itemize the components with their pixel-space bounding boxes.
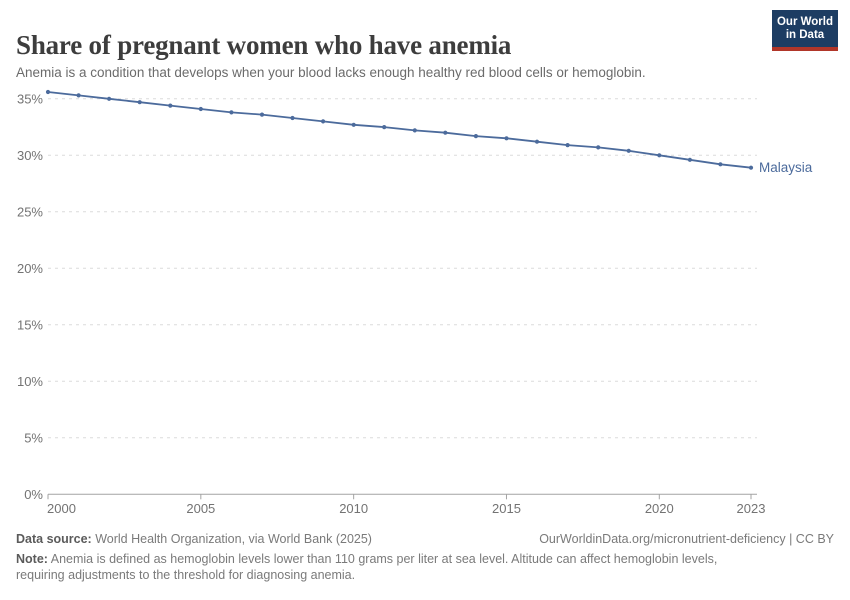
owid-logo-line2: in Data — [785, 28, 825, 41]
data-point[interactable] — [198, 106, 203, 112]
x-tick-label: 2020 — [645, 501, 674, 516]
owid-logo: Our World in Data — [772, 10, 838, 51]
data-point[interactable] — [382, 125, 387, 130]
series-label[interactable]: Malaysia — [759, 160, 813, 175]
data-point[interactable] — [748, 165, 754, 170]
chart-canvas[interactable]: 0% 5% 10% 15% 20% 25% 30% 35% 2000 2005 2010 2015 20… — [0, 78, 850, 526]
y-tick-label: 10% — [17, 374, 43, 389]
data-point[interactable] — [534, 139, 540, 144]
data-point[interactable] — [168, 103, 173, 108]
y-tick-label: 25% — [17, 204, 43, 219]
x-tick-label: 2010 — [339, 501, 368, 516]
data-point[interactable] — [229, 110, 234, 115]
data-point[interactable] — [259, 112, 265, 117]
chart-footer: Data source: World Health Organization, … — [16, 532, 834, 583]
y-tick-label: 5% — [24, 430, 43, 445]
data-point[interactable] — [473, 134, 478, 139]
data-point[interactable] — [45, 89, 51, 95]
data-point[interactable] — [626, 148, 631, 153]
data-point[interactable] — [504, 136, 509, 141]
y-tick-label: 15% — [17, 317, 43, 332]
data-point[interactable] — [718, 162, 723, 167]
data-point[interactable] — [412, 128, 417, 133]
data-source-label: Data source: — [16, 532, 92, 546]
x-tick-label: 2015 — [492, 501, 521, 516]
note-label: Note: — [16, 552, 48, 566]
data-point[interactable] — [137, 100, 142, 105]
y-tick-label: 20% — [17, 261, 43, 276]
chart-note: Note: Anemia is defined as hemoglobin le… — [16, 551, 746, 583]
data-point[interactable] — [76, 93, 81, 98]
data-point[interactable] — [565, 143, 570, 148]
data-source-text: World Health Organization, via World Ban… — [91, 532, 372, 546]
y-tick-label: 35% — [17, 91, 43, 106]
y-tick-label: 30% — [17, 148, 43, 163]
data-source: Data source: World Health Organization, … — [16, 532, 372, 546]
data-point[interactable] — [443, 130, 448, 135]
data-point[interactable] — [687, 157, 693, 162]
chart-subtitle: Anemia is a condition that develops when… — [16, 64, 646, 80]
note-text: Anemia is defined as hemoglobin levels l… — [16, 552, 718, 582]
data-point[interactable] — [657, 153, 662, 158]
data-point[interactable] — [107, 96, 112, 101]
data-point[interactable] — [596, 145, 601, 150]
data-point[interactable] — [351, 122, 356, 127]
owid-logo-line1: Our World — [776, 15, 833, 28]
owid-url-link[interactable]: OurWorldinData.org/micronutrient-deficie… — [539, 532, 834, 546]
page-title: Share of pregnant women who have anemia — [16, 30, 512, 61]
x-tick-label: 2023 — [737, 501, 766, 516]
x-tick-label: 2005 — [186, 501, 215, 516]
x-tick-label: 2000 — [47, 501, 76, 516]
data-point[interactable] — [290, 115, 295, 121]
data-point[interactable] — [321, 119, 326, 124]
series-line[interactable] — [47, 91, 752, 169]
y-tick-label: 0% — [24, 487, 43, 502]
